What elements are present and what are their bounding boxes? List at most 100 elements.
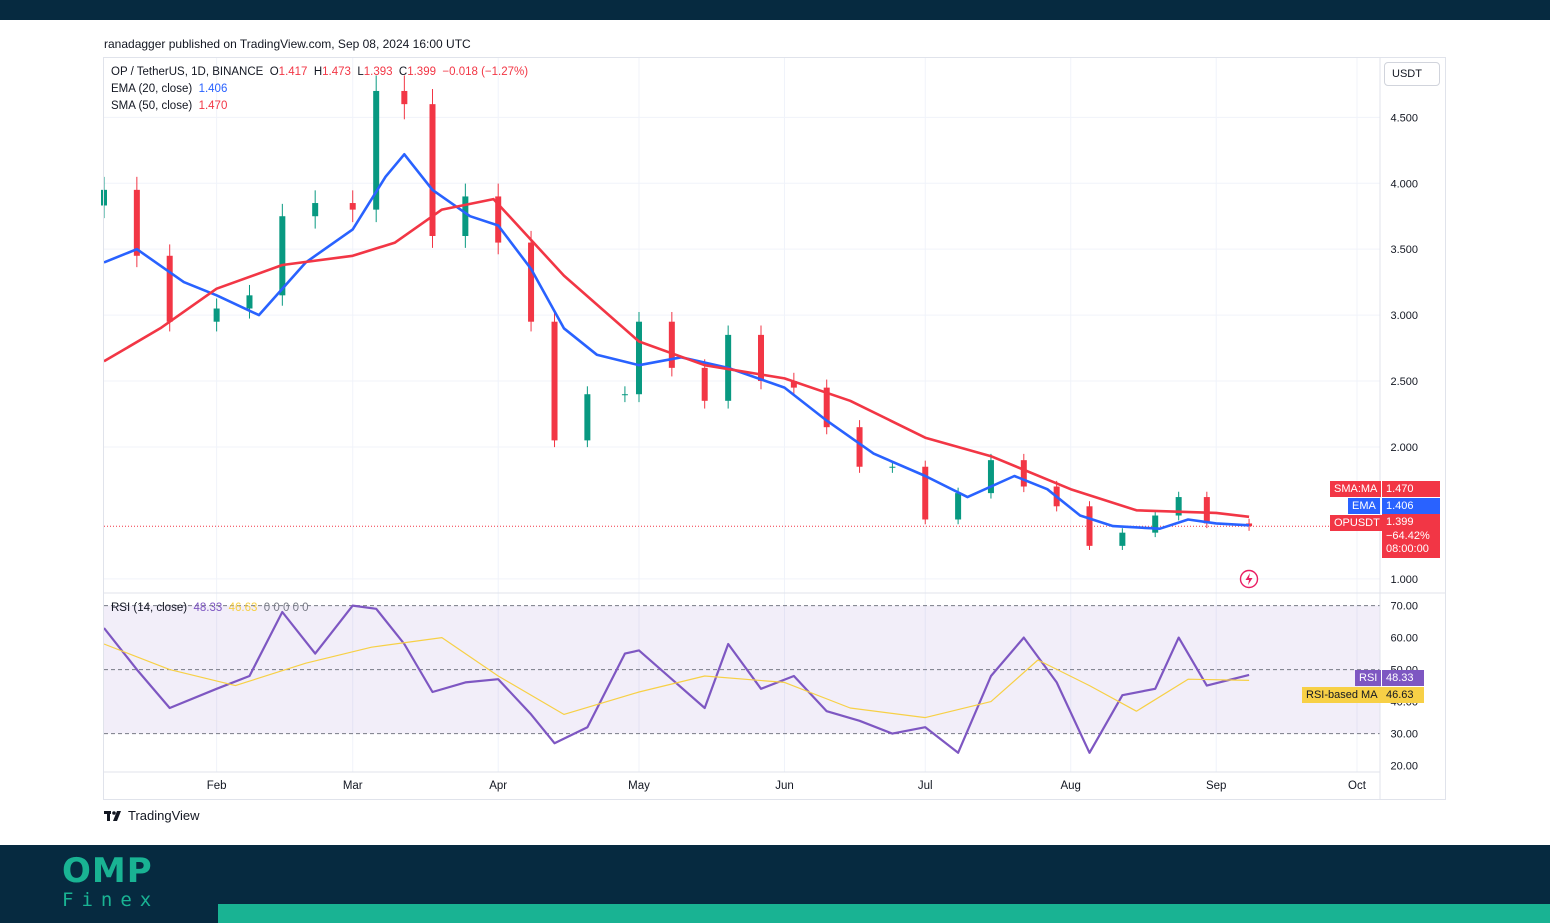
- x-tick-label: Aug: [1060, 780, 1080, 792]
- candle-body: [584, 394, 591, 441]
- candle: [349, 190, 356, 223]
- candle: [213, 298, 220, 332]
- close-value: 1.399: [407, 66, 436, 78]
- candle: [621, 386, 628, 403]
- ema-value: 1.406: [198, 83, 228, 95]
- candle: [246, 284, 253, 319]
- change-value: −0.018 (−1.27%): [442, 66, 529, 78]
- candle-body: [349, 203, 356, 210]
- rsi-tick-label: 20.00: [1390, 761, 1418, 773]
- ohlc-legend: OP / TetherUS, 1D, BINANCE O1.417 H1.473…: [111, 65, 528, 79]
- candle: [551, 311, 558, 448]
- candle: [922, 460, 929, 525]
- y-tick-label: 4.000: [1390, 178, 1418, 190]
- x-tick-label: Jun: [775, 780, 794, 792]
- candle: [1119, 528, 1126, 550]
- ema-label: EMA (20, close): [111, 83, 193, 95]
- y-tick-label: 3.000: [1390, 310, 1418, 322]
- candle-body: [668, 321, 675, 368]
- candle-body: [856, 427, 863, 467]
- candle-body: [551, 321, 558, 441]
- rsi-extra: 0 0 0 0 0: [263, 602, 309, 614]
- candle-body: [279, 216, 286, 296]
- logo-finex-text: Finex: [62, 889, 160, 911]
- logo-omp-text: OMP: [62, 851, 153, 891]
- footer-accent-stripe: [218, 904, 1550, 923]
- candle: [987, 453, 994, 499]
- ema-line: [103, 153, 1250, 531]
- candle-body: [1020, 460, 1027, 487]
- candle-body: [1086, 506, 1093, 546]
- candle: [1020, 453, 1027, 493]
- candle: [856, 420, 863, 473]
- top-bar: [0, 0, 1550, 20]
- sma-value: 1.470: [198, 100, 228, 112]
- bar-countdown: 08:00:00: [1386, 543, 1429, 555]
- candle-body: [1119, 532, 1126, 546]
- tradingview-logo-icon: [104, 810, 121, 821]
- close-label: C: [398, 66, 408, 78]
- candle-body: [528, 242, 535, 322]
- rsi-tick-label: 60.00: [1390, 633, 1418, 645]
- candle-body: [373, 90, 380, 210]
- sma-label: SMA (50, close): [111, 100, 193, 112]
- candle: [701, 359, 708, 409]
- x-tick-label: Jul: [918, 780, 933, 792]
- y-tick-label: 3.500: [1390, 244, 1418, 256]
- ema-tag-value: 1.406: [1382, 498, 1440, 514]
- rsi-tag-value: 48.33: [1382, 670, 1424, 686]
- rsi-legend[interactable]: RSI (14, close) 48.33 46.63 0 0 0 0 0: [111, 601, 309, 615]
- sma-legend[interactable]: SMA (50, close) 1.470: [111, 99, 227, 113]
- candle: [133, 176, 140, 268]
- x-tick-label: Sep: [1206, 780, 1226, 792]
- candle-body: [213, 308, 220, 322]
- candle-body: [987, 460, 994, 494]
- currency-button[interactable]: USDT: [1384, 62, 1440, 86]
- candle-body: [1152, 515, 1159, 533]
- candle: [1086, 501, 1093, 550]
- candle: [495, 183, 502, 255]
- candle: [1175, 491, 1182, 521]
- candle-body: [101, 189, 107, 206]
- candle: [790, 372, 797, 396]
- rsi-value: 48.33: [193, 602, 223, 614]
- ompfinex-logo: OMP Finex: [62, 852, 182, 912]
- candle: [373, 75, 380, 223]
- high-value: 1.473: [322, 66, 351, 78]
- y-tick-label: 4.500: [1390, 112, 1418, 124]
- rsi-tick-label: 30.00: [1390, 729, 1418, 741]
- open-label: O: [269, 66, 279, 78]
- candle: [429, 88, 436, 248]
- rsi-label: RSI (14, close): [111, 602, 188, 614]
- candle-body: [621, 394, 628, 396]
- open-value: 1.417: [278, 66, 308, 78]
- flash-icon[interactable]: [1239, 569, 1259, 589]
- candle: [823, 379, 830, 435]
- high-label: H: [313, 66, 323, 78]
- candle-body: [429, 104, 436, 236]
- rsi-ma-line: [103, 636, 1250, 719]
- candle-body: [1203, 497, 1210, 524]
- last-price-box: 1.399 −64.42% 08:00:00: [1382, 514, 1440, 558]
- candles: [101, 75, 1253, 550]
- y-tick-label: 2.500: [1390, 376, 1418, 388]
- candle-body: [401, 90, 408, 105]
- rsi-ma-tag-value: 46.63: [1382, 687, 1424, 703]
- sma-tag-label: SMA:MA: [1330, 481, 1382, 497]
- candle: [101, 176, 107, 219]
- symbol-label: OP / TetherUS, 1D, BINANCE: [111, 66, 264, 78]
- sma-tag-value: 1.470: [1382, 481, 1440, 497]
- tradingview-brand[interactable]: TradingView: [104, 808, 200, 823]
- candle: [528, 230, 535, 332]
- candle-body: [701, 367, 708, 401]
- last-price-change: −64.42%: [1386, 529, 1430, 542]
- sma-line: [103, 197, 1250, 519]
- candle: [584, 386, 591, 448]
- x-tick-label: Oct: [1348, 780, 1367, 792]
- candle: [668, 311, 675, 377]
- y-tick-label: 2.000: [1390, 442, 1418, 454]
- chart-grid: [104, 58, 1380, 772]
- low-value: 1.393: [363, 66, 393, 78]
- ema-legend[interactable]: EMA (20, close) 1.406: [111, 82, 227, 96]
